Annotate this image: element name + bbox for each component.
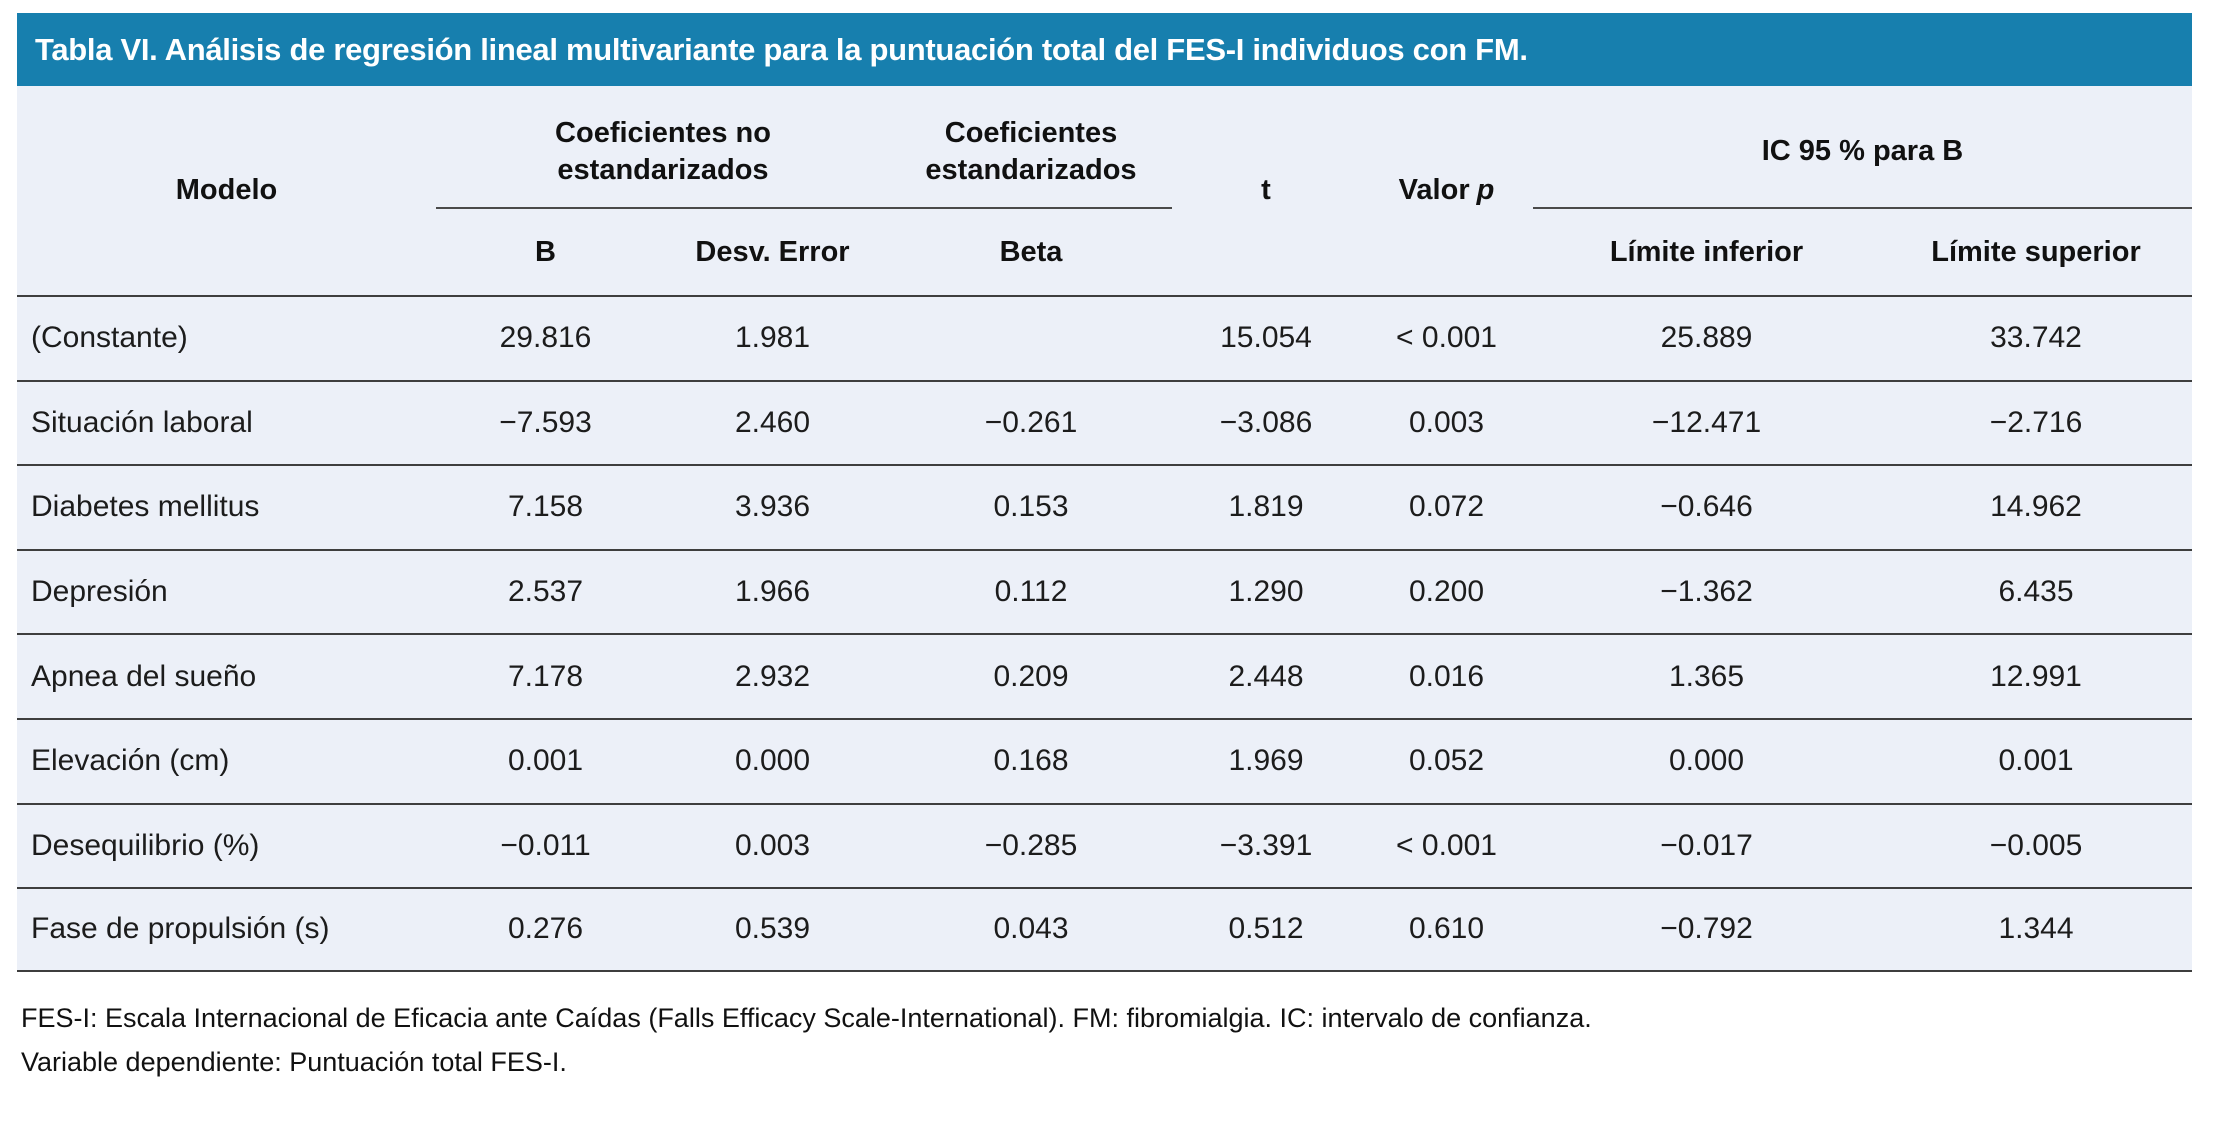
cell-limite-superior: 33.742	[1990, 321, 2082, 355]
cell-desv-error: 1.966	[734, 575, 811, 609]
cell-valor-p: < 0.001	[1396, 828, 1497, 862]
cell-limite-superior: 12.991	[1990, 659, 2082, 693]
row-label-modelo: Depresión	[31, 575, 168, 609]
cell-valor-p: 0.016	[1408, 659, 1485, 693]
col-header-t: t	[1261, 174, 1271, 206]
table-row: Elevación (cm) 0.001 0.000 0.168 1.969 0.052 0…	[17, 717, 2192, 803]
table-row: (Constante) 29.816 1.981 15.054 < 0.001 25.88…	[17, 295, 2192, 380]
cell-beta: −0.261	[984, 405, 1078, 439]
cell-b: 0.001	[507, 744, 584, 778]
cell-limite-inferior: −12.471	[1651, 405, 1762, 439]
cell-desv-error: 2.932	[734, 659, 811, 693]
table-row: Diabetes mellitus 7.158 3.936 0.153 1.819 0.0…	[17, 464, 2192, 549]
table-rows: (Constante) 29.816 1.981 15.054 < 0.001 25.88…	[17, 295, 2192, 972]
cell-desv-error: 1.981	[734, 321, 811, 355]
col-header-modelo: Modelo	[175, 174, 278, 206]
valor-label: Valor	[1398, 174, 1470, 206]
cell-limite-inferior: −1.362	[1660, 575, 1753, 609]
col-group-standardized-coefficients: Coeficientes estandarizados	[890, 86, 1172, 209]
footnotes: FES-I: Escala Internacional de Eficacia …	[17, 996, 2192, 1084]
table-row: Fase de propulsión (s) 0.276 0.539 0.043 0.5…	[17, 887, 2192, 972]
table-row: Depresión 2.537 1.966 0.112 1.290 0.200 −1.362…	[17, 548, 2192, 634]
col-header-limite-inferior: Límite inferior	[1609, 235, 1804, 268]
cell-b: 2.537	[507, 575, 584, 609]
cell-limite-inferior: 1.365	[1668, 659, 1745, 693]
col-header-valor-p: Valor p	[1360, 86, 1533, 295]
row-label-modelo: Situación laboral	[31, 405, 253, 439]
row-label-modelo: Elevación (cm)	[31, 744, 230, 778]
cell-beta: −0.285	[984, 828, 1078, 862]
table-title-bar: Tabla VI. Análisis de regresión lineal m…	[17, 13, 2192, 86]
cell-t: 15.054	[1220, 321, 1312, 355]
cell-beta: 0.043	[993, 912, 1069, 946]
cell-t: 0.512	[1228, 912, 1304, 946]
p-italic-label: p	[1476, 174, 1495, 206]
footnote-dependent-variable: Variable dependiente: Puntuación total F…	[21, 1046, 567, 1077]
cell-valor-p: 0.003	[1408, 405, 1485, 439]
cell-limite-inferior: −0.646	[1660, 490, 1753, 524]
footnote-abbreviations: FES-I: Escala Internacional de Eficacia …	[21, 1002, 1592, 1033]
cell-t: 1.290	[1228, 575, 1304, 609]
cell-desv-error: 0.000	[734, 744, 811, 778]
cell-valor-p: 0.052	[1408, 744, 1485, 778]
regression-table: Modelo Coeficientes no estandarizados Co…	[17, 86, 2192, 972]
col-header-desv-error: Desv. Error	[695, 235, 850, 268]
cell-b: 7.178	[507, 659, 584, 693]
cell-limite-inferior: 25.889	[1660, 321, 1753, 355]
row-label-modelo: Desequilibrio (%)	[31, 828, 260, 862]
cell-b: 7.158	[507, 490, 584, 524]
cell-b: 29.816	[499, 321, 592, 355]
cell-t: 1.819	[1228, 490, 1304, 524]
cell-t: 2.448	[1228, 659, 1304, 693]
cell-valor-p: 0.072	[1408, 490, 1485, 524]
col-header-b: B	[535, 235, 556, 268]
cell-b: −7.593	[499, 405, 592, 439]
cell-limite-superior: −0.005	[1989, 828, 2083, 862]
cell-valor-p: 0.200	[1408, 575, 1485, 609]
cell-beta: 0.153	[993, 490, 1069, 524]
cell-beta: 0.168	[993, 744, 1069, 778]
cell-valor-p: < 0.001	[1396, 321, 1497, 355]
cell-t: −3.086	[1219, 405, 1313, 439]
cell-limite-superior: 14.962	[1990, 490, 2082, 524]
cell-t: −3.391	[1219, 828, 1313, 862]
cell-valor-p: 0.610	[1408, 912, 1485, 946]
col-group-unstandardized-coefficients: Coeficientes no estandarizados	[436, 86, 890, 209]
cell-limite-superior: 6.435	[1998, 575, 2074, 609]
cell-t: 1.969	[1228, 744, 1304, 778]
col-header-beta: Beta	[999, 235, 1063, 268]
cell-desv-error: 0.539	[734, 912, 811, 946]
table-row: Apnea del sueño 7.178 2.932 0.209 2.448 0.016…	[17, 633, 2192, 718]
cell-b: −0.011	[500, 828, 591, 862]
cell-desv-error: 3.936	[734, 490, 811, 524]
col-header-limite-superior: Límite superior	[1931, 235, 2141, 268]
row-label-modelo: Fase de propulsión (s)	[31, 912, 330, 946]
cell-desv-error: 0.003	[734, 828, 811, 862]
row-label-modelo: Apnea del sueño	[31, 659, 257, 693]
cell-limite-superior: −2.716	[1989, 405, 2083, 439]
table-title: Tabla VI. Análisis de regresión lineal m…	[35, 31, 1528, 67]
cell-limite-inferior: −0.792	[1660, 912, 1753, 946]
row-label-modelo: Diabetes mellitus	[31, 490, 260, 524]
cell-limite-superior: 0.001	[1998, 744, 2074, 778]
cell-desv-error: 2.460	[734, 405, 811, 439]
cell-limite-inferior: 0.000	[1668, 744, 1745, 778]
cell-limite-superior: 1.344	[1998, 912, 2074, 946]
cell-limite-inferior: −0.017	[1660, 828, 1753, 862]
cell-beta: 0.112	[994, 575, 1068, 609]
table-row: Desequilibrio (%) −0.011 0.003 −0.285 −3.391…	[17, 802, 2192, 888]
table-header: Modelo Coeficientes no estandarizados Co…	[17, 86, 2192, 295]
col-group-ic95-para-b: IC 95 % para B	[1533, 86, 2192, 209]
table-row: Situación laboral −7.593 2.460 −0.261 −3.086…	[17, 379, 2192, 465]
row-label-modelo: (Constante)	[31, 321, 188, 355]
cell-b: 0.276	[507, 912, 584, 946]
cell-beta: 0.209	[993, 659, 1069, 693]
regression-table-card: Tabla VI. Análisis de regresión lineal m…	[17, 13, 2192, 1084]
